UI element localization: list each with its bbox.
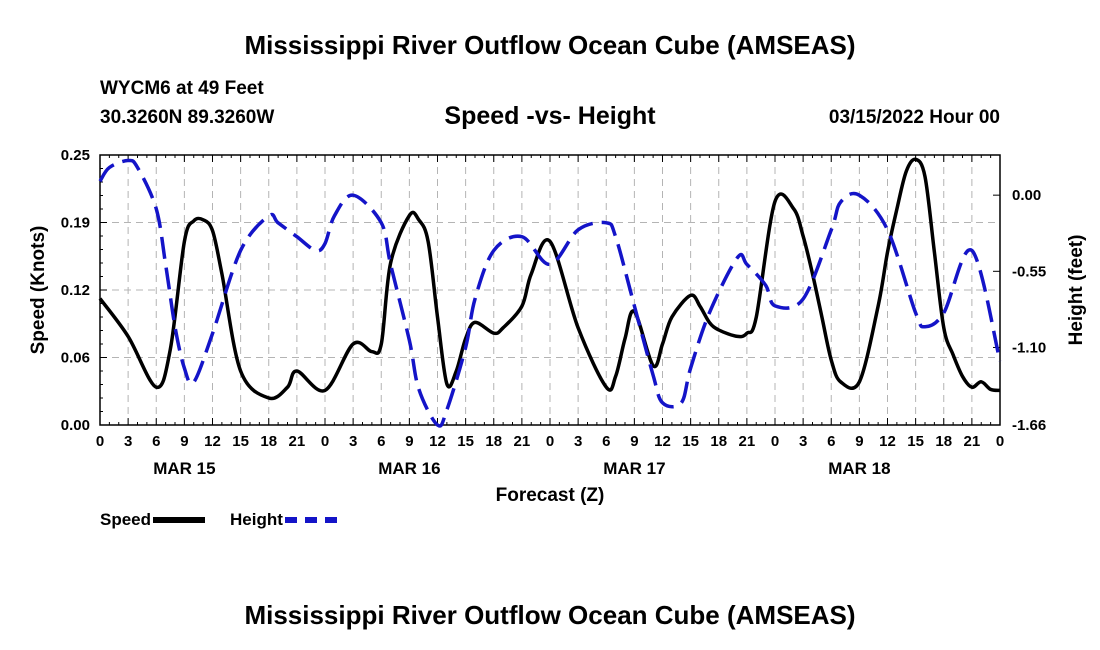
plot-frame	[99, 154, 1001, 426]
x-tick-label: 18	[935, 433, 952, 450]
x-axis-title: Forecast (Z)	[496, 485, 605, 506]
x-tick-label: 3	[124, 433, 132, 450]
legend-height: Height	[230, 510, 337, 530]
legend-speed-swatch	[153, 517, 206, 523]
x-tick-label: 21	[739, 433, 756, 450]
main-title: Mississippi River Outflow Ocean Cube (AM…	[244, 30, 856, 60]
x-tick-label: 18	[260, 433, 277, 450]
y-left-tick-label: 0.06	[61, 350, 90, 367]
y-left-tick-label: 0.12	[61, 282, 90, 299]
day-label: MAR 18	[828, 459, 890, 478]
x-tick-label: 6	[377, 433, 385, 450]
legend-height-label: Height	[230, 510, 283, 529]
legend-speed-label: Speed	[100, 510, 152, 529]
x-tick-label: 9	[855, 433, 863, 450]
x-tick-label: 3	[574, 433, 582, 450]
x-tick-label: 15	[232, 433, 249, 450]
x-tick-label: 0	[96, 433, 104, 450]
x-tick-label: 18	[710, 433, 727, 450]
x-tick-label: 21	[514, 433, 531, 450]
x-tick-label: 15	[457, 433, 474, 450]
chart-subtitle: Speed -vs- Height	[444, 102, 656, 130]
x-tick-label: 6	[827, 433, 835, 450]
x-tick-label: 6	[602, 433, 610, 450]
x-tick-label: 21	[289, 433, 306, 450]
station-label: WYCM6 at 49 Feet	[100, 78, 264, 99]
x-tick-label: 0	[996, 433, 1004, 450]
day-label: MAR 15	[153, 459, 215, 478]
x-tick-label: 9	[180, 433, 188, 450]
legend-speed: Speed	[100, 510, 206, 530]
x-tick-label: 15	[682, 433, 699, 450]
forecast-datetime: 03/15/2022 Hour 00	[828, 107, 1000, 128]
y-right-tick-label: -1.66	[1012, 417, 1046, 434]
x-tick-label: 12	[654, 433, 671, 450]
x-tick-label: 15	[907, 433, 924, 450]
x-tick-label: 12	[204, 433, 221, 450]
x-tick-label: 3	[349, 433, 357, 450]
y-left-tick-label: 0.19	[61, 215, 90, 232]
y-left-tick-label: 0.25	[61, 147, 90, 164]
x-tick-label: 9	[405, 433, 413, 450]
x-tick-label: 21	[964, 433, 981, 450]
y-right-tick-label: -0.55	[1012, 263, 1046, 280]
x-tick-label: 0	[321, 433, 329, 450]
footer-title: Mississippi River Outflow Ocean Cube (AM…	[244, 600, 856, 630]
x-tick-label: 9	[630, 433, 638, 450]
day-label: MAR 17	[603, 459, 665, 478]
x-tick-label: 18	[485, 433, 502, 450]
y-left-axis-title: Speed (Knots)	[28, 226, 49, 355]
speed-series-line	[98, 157, 1001, 401]
y-right-tick-label: 0.00	[1012, 187, 1041, 204]
x-tick-label: 12	[879, 433, 896, 450]
legend-height-swatch	[284, 517, 337, 523]
y-right-tick-label: -1.10	[1012, 339, 1046, 356]
coordinates-label: 30.3260N 89.3260W	[100, 107, 275, 128]
x-tick-label: 3	[799, 433, 807, 450]
x-tick-label: 0	[546, 433, 554, 450]
height-series-line	[98, 158, 1002, 428]
y-right-axis-title: Height (feet)	[1066, 235, 1087, 346]
x-tick-label: 12	[429, 433, 446, 450]
x-tick-label: 6	[152, 433, 160, 450]
y-left-tick-label: 0.00	[61, 417, 90, 434]
x-tick-label: 0	[771, 433, 779, 450]
day-label: MAR 16	[378, 459, 440, 478]
